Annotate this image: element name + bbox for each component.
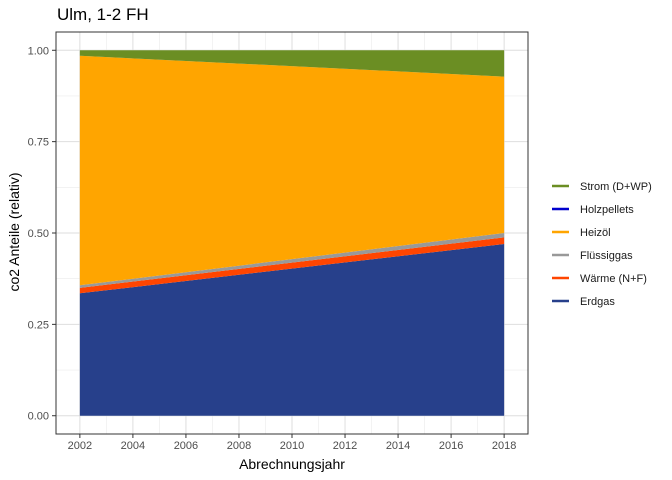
legend-item: Strom (D+WP) [552, 181, 652, 193]
legend-label: Wärme (N+F) [580, 273, 647, 285]
x-tick-label: 2008 [227, 440, 251, 452]
legend-item: Holzpellets [552, 204, 634, 216]
area-erdgas [79, 243, 505, 416]
area-strom-d-wp [79, 50, 505, 77]
legend-item: Erdgas [552, 296, 615, 308]
x-axis-title: Abrechnungsjahr [239, 456, 345, 472]
legend-label: Heizöl [580, 227, 611, 239]
plot-panel [55, 31, 529, 435]
y-tick-label: 0.25 [28, 319, 49, 331]
legend-item: Flüssiggas [552, 250, 633, 262]
legend-label: Erdgas [580, 296, 615, 308]
y-tick-label: 0.75 [28, 137, 49, 149]
area-flüssiggas [79, 233, 505, 288]
area-wärme-n-f [79, 237, 505, 294]
legend-item: Wärme (N+F) [552, 273, 647, 285]
y-axis: 0.00 0.25 0.50 0.75 1.00 [28, 45, 56, 423]
x-tick-label: 2002 [68, 440, 92, 452]
legend-label: Flüssiggas [580, 250, 633, 262]
x-tick-label: 2006 [174, 440, 198, 452]
y-axis-title: co2 Anteile (relativ) [6, 172, 22, 291]
legend-item: Heizöl [552, 227, 611, 239]
x-tick-label: 2018 [492, 440, 516, 452]
y-tick-label: 0.50 [28, 228, 49, 240]
x-tick-label: 2004 [121, 440, 145, 452]
x-tick-label: 2010 [280, 440, 304, 452]
legend-label: Holzpellets [580, 204, 634, 216]
x-axis: 2002 2004 2006 2008 2010 2012 2014 2016 2018 [68, 434, 516, 452]
x-tick-label: 2012 [333, 440, 357, 452]
legend: Strom (D+WP) Holzpellets Heizöl Flüssiggas W… [552, 181, 652, 308]
x-tick-label: 2014 [386, 440, 410, 452]
y-tick-label: 0.00 [28, 411, 49, 423]
chart-title: Ulm, 1-2 FH [57, 5, 149, 24]
legend-label: Strom (D+WP) [580, 181, 652, 193]
area-layers [79, 50, 505, 416]
x-tick-label: 2016 [439, 440, 463, 452]
y-tick-label: 1.00 [28, 45, 49, 57]
area-heizöl [79, 55, 505, 286]
